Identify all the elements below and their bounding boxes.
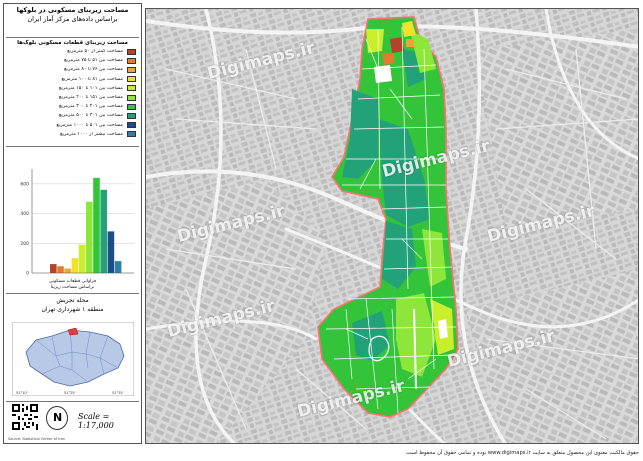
- legend-label: مساحت بین ۵۰۱ تا ۱۰۰۰ مترمربع: [56, 122, 123, 128]
- legend-item: مساحت بین ۳۰۱ تا ۵۰۰ مترمربع: [6, 111, 139, 120]
- legend-item: مساحت بین ۱۵۱ تا ۲۰۰ مترمربع: [6, 93, 139, 102]
- legend-label: مساحت بیشتر از ۱۰۰۰ مترمربع: [60, 131, 123, 137]
- histogram-box: 0 200 400 600 فراوانی قطعات مسکونی براساس م…: [6, 147, 139, 294]
- legend-swatch: [127, 57, 136, 64]
- chart-caption-line1: فراوانی قطعات مسکونی: [48, 279, 97, 284]
- histogram-bar: [71, 258, 79, 273]
- legend-item: مساحت بین ۲۰۱ تا ۳۰۰ مترمربع: [6, 102, 139, 111]
- y-tick-label: 0: [26, 271, 29, 277]
- location-box: محله تجریش منطقه ۱ شهرداری تهران 51°10' …: [6, 294, 139, 402]
- chart-caption-line2: براساس مساحت زیربنا: [50, 285, 95, 290]
- legend-heading: مساحت زیربنای قطعات مسکونی بلوک‌ها: [17, 40, 128, 46]
- legend-swatch: [127, 112, 136, 119]
- legend-swatch: [127, 76, 136, 83]
- legend-swatch: [127, 85, 136, 92]
- histogram-bar: [114, 261, 122, 273]
- legend-swatch: [127, 66, 136, 73]
- legend-rows: مساحت کمتر از ۵۰ مترمربع مساحت بین ۵۱ تا …: [6, 47, 139, 139]
- histogram-chart: 0 200 400 600: [20, 169, 134, 277]
- legend-label: مساحت بین ۵۱ تا ۷۵ مترمربع: [64, 58, 123, 64]
- map-canvas[interactable]: [146, 9, 639, 444]
- location-line1: محله تجریش: [56, 297, 89, 304]
- legend-swatch: [127, 103, 136, 110]
- location-line2: منطقه ۱ شهرداری تهران: [41, 306, 104, 313]
- main-map[interactable]: Digimaps.ir Digimaps.ir Digimaps.ir Digi…: [145, 8, 639, 444]
- legend-swatch: [127, 94, 136, 101]
- legend-label: مساحت بین ۱۵۱ تا ۲۰۰ مترمربع: [58, 95, 123, 101]
- panel-title-line2: براساس داده‌های مرکز آمار ایران: [27, 15, 118, 23]
- panel-title-line1: مساحت زیربنای مسکونی در بلوکها: [16, 6, 129, 14]
- legend-item: مساحت بیشتر از ۱۰۰۰ مترمربع: [6, 130, 139, 139]
- y-tick-label: 400: [20, 211, 29, 217]
- legend-label: مساحت بین ۸۱ تا ۱۰۰ مترمربع: [61, 76, 123, 82]
- tehran-locator-map: 51°10' 51°25' 51°35': [12, 322, 134, 396]
- panel-title: مساحت زیربنای مسکونی در بلوکها براساس دا…: [6, 6, 139, 36]
- svg-text:51°10': 51°10': [16, 391, 28, 395]
- histogram-bar: [93, 177, 100, 273]
- histogram-bar: [86, 201, 93, 273]
- histogram-bar: [57, 266, 64, 273]
- copyright-note: حقوق مالکیت معنوی این محصول متعلق به سای…: [405, 450, 639, 456]
- qr-code-icon: [12, 404, 38, 430]
- svg-text:51°35': 51°35': [112, 391, 124, 395]
- legend-panel: مساحت زیربنای مسکونی در بلوکها براساس دا…: [3, 3, 142, 444]
- legend-swatch: [127, 122, 136, 129]
- chart-caption: فراوانی قطعات مسکونی براساس مساحت زیربنا: [8, 279, 137, 291]
- map-footer: N Scale = 1:17,000 Source: Statistical C…: [6, 402, 139, 442]
- legend-swatch: [127, 131, 136, 138]
- histogram-bar: [100, 189, 107, 273]
- legend-label: مساحت بین ۱۰۱ تا ۱۵۰ مترمربع: [58, 85, 123, 91]
- tajrish-highlight: [67, 327, 79, 336]
- tajrish-district[interactable]: [317, 16, 459, 418]
- legend-label: مساحت کمتر از ۵۰ مترمربع: [67, 49, 123, 55]
- legend-item: مساحت بین ۸۱ تا ۱۰۰ مترمربع: [6, 75, 139, 84]
- legend-swatch: [127, 48, 136, 55]
- svg-text:51°25': 51°25': [64, 391, 76, 395]
- legend-item: مساحت بین ۷۶ تا ۸۰ مترمربع: [6, 65, 139, 74]
- histogram-bar: [50, 264, 57, 273]
- legend-item: مساحت بین ۵۱ تا ۷۵ مترمربع: [6, 56, 139, 65]
- legend: مساحت زیربنای قطعات مسکونی بلوک‌ها مساحت…: [6, 37, 139, 147]
- legend-label: مساحت بین ۳۰۱ تا ۵۰۰ مترمربع: [58, 113, 123, 119]
- source-note: Source: Statistical Center of Iran: [8, 437, 65, 441]
- histogram-bar: [78, 244, 86, 273]
- map-scale: Scale = 1:17,000: [78, 412, 114, 430]
- histogram-bar: [64, 268, 71, 273]
- north-arrow-icon: N: [46, 406, 68, 430]
- legend-label: مساحت بین ۷۶ تا ۸۰ مترمربع: [64, 67, 123, 73]
- legend-item: مساحت بین ۵۰۱ تا ۱۰۰۰ مترمربع: [6, 121, 139, 130]
- location-title: محله تجریش منطقه ۱ شهرداری تهران: [6, 294, 139, 314]
- y-tick-label: 200: [20, 241, 29, 247]
- histogram-bar: [107, 231, 115, 273]
- legend-item: مساحت کمتر از ۵۰ مترمربع: [6, 47, 139, 56]
- y-tick-label: 600: [20, 181, 29, 187]
- legend-label: مساحت بین ۲۰۱ تا ۳۰۰ مترمربع: [58, 104, 123, 110]
- legend-item: مساحت بین ۱۰۱ تا ۱۵۰ مترمربع: [6, 84, 139, 93]
